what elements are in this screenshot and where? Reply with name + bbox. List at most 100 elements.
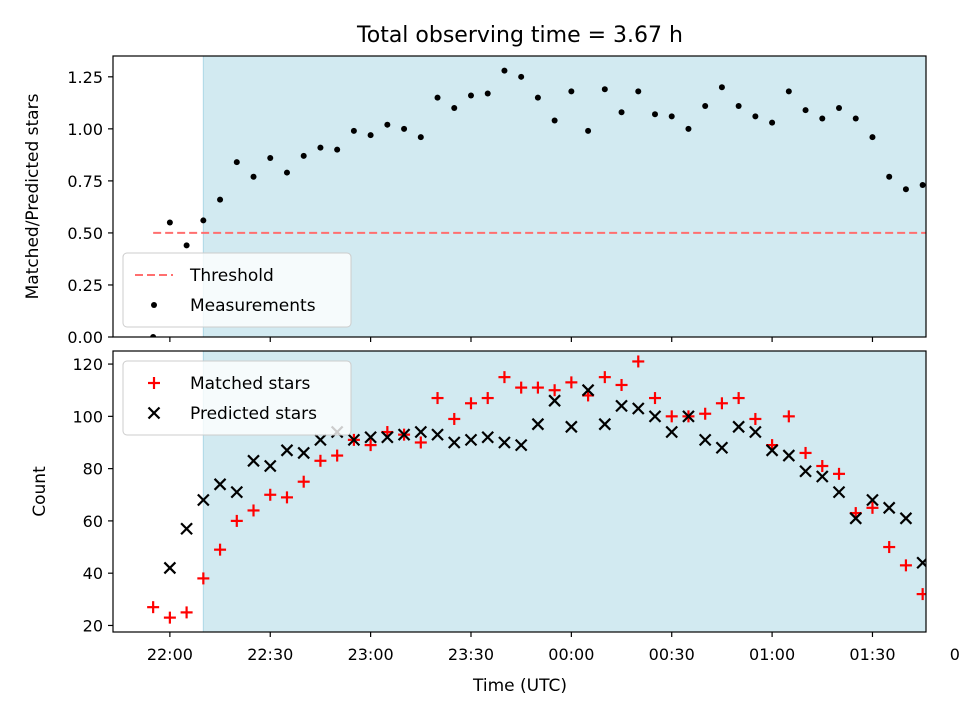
data-point <box>899 512 913 525</box>
legend: Matched stars Predicted stars <box>122 360 352 436</box>
data-point <box>702 102 709 109</box>
x-stroke <box>799 464 812 478</box>
x-stroke <box>213 478 227 491</box>
data-point <box>649 392 661 405</box>
x-stroke <box>899 512 913 525</box>
data-point <box>866 493 879 507</box>
data-point <box>568 88 575 95</box>
data-point <box>381 430 394 444</box>
x-stroke <box>197 493 210 507</box>
x-stroke <box>263 459 277 473</box>
data-point <box>585 127 592 134</box>
x-stroke <box>163 561 177 575</box>
x-stroke <box>765 444 779 457</box>
data-point <box>481 430 494 444</box>
axes-frame <box>112 350 927 633</box>
data-point <box>280 444 294 457</box>
x-stroke <box>447 436 461 449</box>
y-tick-label: 100 <box>72 407 103 426</box>
data-point <box>832 485 846 499</box>
x-stroke <box>531 417 545 431</box>
data-point <box>615 378 628 391</box>
data-point <box>866 501 879 514</box>
data-point <box>401 125 408 132</box>
data-point <box>166 219 173 226</box>
data-point <box>417 134 424 141</box>
data-point <box>447 436 461 449</box>
legend-label: Threshold <box>189 266 274 286</box>
data-point <box>163 561 177 575</box>
data-point <box>836 105 843 112</box>
data-point <box>782 449 796 462</box>
data-point <box>618 109 625 116</box>
data-point <box>267 154 274 161</box>
data-point <box>635 88 642 95</box>
data-point <box>397 428 411 441</box>
data-point <box>598 371 611 384</box>
data-point <box>548 384 561 397</box>
data-point <box>434 94 441 101</box>
x-stroke <box>698 433 712 447</box>
data-point <box>151 302 157 308</box>
data-point <box>147 601 160 614</box>
x-stroke <box>180 522 193 536</box>
legend-label: Matched stars <box>190 374 310 394</box>
y-tick-label: 1.00 <box>67 120 103 139</box>
data-point <box>799 464 812 478</box>
x-tick-label: 02:00 <box>950 645 960 664</box>
x-stroke <box>498 436 511 449</box>
x-stroke <box>381 430 394 444</box>
data-point <box>531 381 544 394</box>
data-point <box>749 412 762 425</box>
data-point <box>350 127 357 134</box>
data-point <box>752 113 759 120</box>
data-point <box>213 478 227 491</box>
data-point <box>464 397 477 410</box>
legend: Threshold Measurements <box>122 252 352 328</box>
x-stroke <box>916 557 926 570</box>
x-stroke <box>715 441 729 454</box>
data-point <box>414 436 427 449</box>
plot-area <box>147 351 926 632</box>
data-point <box>364 430 377 444</box>
data-point <box>682 410 695 423</box>
data-point <box>916 556 926 570</box>
data-point <box>247 454 260 468</box>
legend-box <box>122 252 352 328</box>
x-stroke <box>431 428 444 441</box>
data-point <box>297 475 310 488</box>
x-stroke <box>832 485 846 499</box>
data-point <box>147 406 161 420</box>
data-point <box>601 86 608 93</box>
data-point <box>715 397 728 410</box>
data-point <box>648 410 662 423</box>
x-stroke <box>732 420 745 434</box>
data-point <box>514 438 528 452</box>
data-point <box>531 417 545 431</box>
data-point <box>953 334 959 340</box>
data-point <box>816 460 829 473</box>
data-point <box>598 417 612 431</box>
y-tick-label: 60 <box>83 512 103 531</box>
x-stroke <box>481 430 494 444</box>
data-point <box>902 186 909 193</box>
chart-title: Total observing time = 3.67 h <box>356 23 683 48</box>
data-point <box>317 144 324 151</box>
data-point <box>247 504 260 517</box>
bottom-panel: 20 40 60 80 100 120 22:00 22:30 23:00 23:30 00:00 0… <box>30 350 960 664</box>
data-point <box>749 425 762 439</box>
x-stroke <box>548 394 561 407</box>
data-point <box>448 412 461 425</box>
x-stroke <box>882 501 896 515</box>
top-panel: 0.00 0.25 0.50 0.75 1.00 1.25 Matched/Predicte… <box>23 55 959 347</box>
data-point <box>551 117 558 124</box>
data-point <box>263 459 277 473</box>
data-point <box>615 399 628 413</box>
data-point <box>331 449 344 462</box>
x-tick-label: 23:30 <box>448 645 494 664</box>
y-tick-label: 40 <box>83 564 103 583</box>
data-point <box>699 407 712 420</box>
x-stroke <box>682 410 695 423</box>
data-point <box>283 169 290 176</box>
data-point <box>300 152 307 159</box>
